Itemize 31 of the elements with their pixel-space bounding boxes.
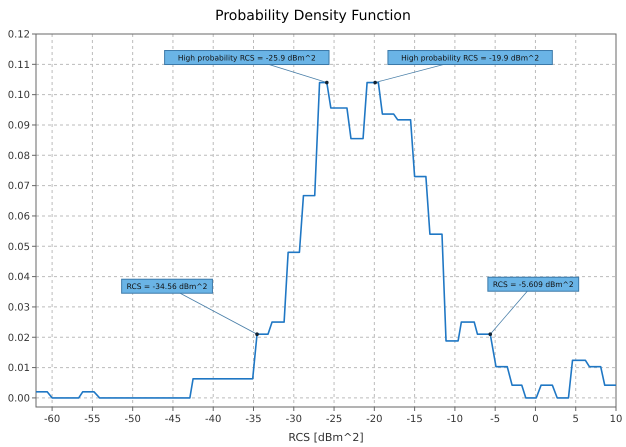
y-tick-label: 0.10 xyxy=(8,90,30,102)
y-tick-label: 0.07 xyxy=(8,181,30,192)
y-tick-label: 0.01 xyxy=(8,363,30,374)
y-tick-label: 0.11 xyxy=(8,60,30,71)
x-tick-label: -30 xyxy=(286,414,302,425)
y-tick-label: 0.06 xyxy=(8,211,30,222)
x-tick-label: -10 xyxy=(446,414,464,425)
y-tick-label: 0.04 xyxy=(8,272,30,284)
y-tick-label: 0.00 xyxy=(8,393,30,404)
y-tick-label: 0.09 xyxy=(8,120,30,132)
x-tick-label: -5 xyxy=(490,414,500,425)
y-tick-label: 0.08 xyxy=(8,150,30,162)
y-tick-label: 0.02 xyxy=(8,332,30,344)
x-tick-label: 0 xyxy=(532,414,539,425)
x-tick-label: -50 xyxy=(124,414,141,425)
x-tick-label: 5 xyxy=(572,414,579,425)
y-tick-label: 0.05 xyxy=(8,242,30,253)
x-tick-label: -55 xyxy=(84,414,101,425)
y-tick-label: 0.03 xyxy=(8,302,30,314)
line-series xyxy=(35,80,617,399)
y-tick-label: 0.12 xyxy=(8,30,30,40)
chart-title: Probability Density Function xyxy=(215,8,411,24)
x-tick-label: -35 xyxy=(245,414,262,425)
x-axis-title: RCS [dBm^2] xyxy=(288,431,364,444)
x-tick-label: 10 xyxy=(610,414,622,425)
x-tick-label: -25 xyxy=(326,414,342,425)
x-tick-label: -40 xyxy=(205,414,222,425)
x-tick-label: -20 xyxy=(366,414,383,425)
x-tick-label: -45 xyxy=(164,414,182,425)
x-tick-label: -15 xyxy=(406,414,423,425)
x-tick-label: -60 xyxy=(44,414,60,425)
